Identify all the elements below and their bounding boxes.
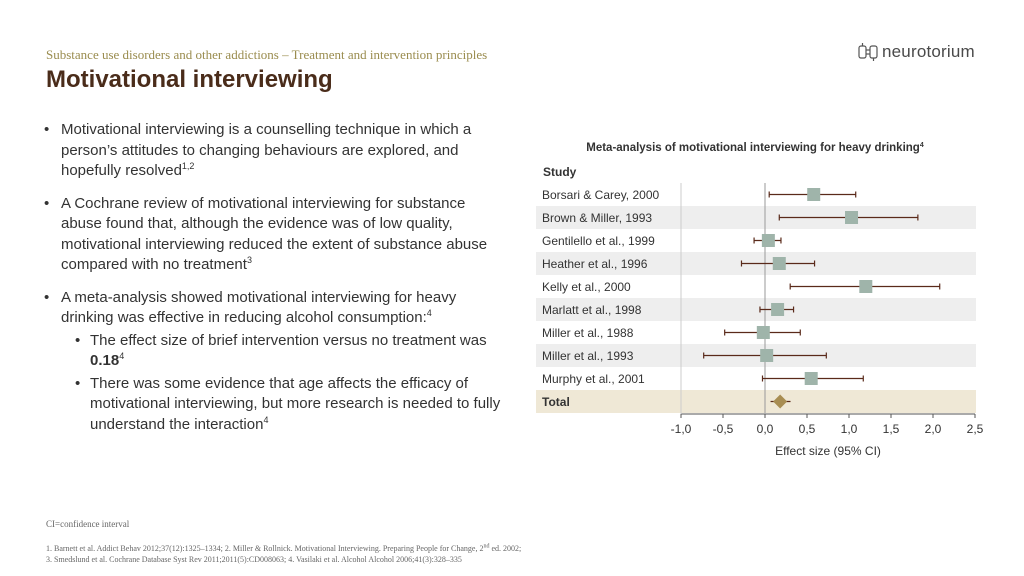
bullet-list: Motivational interviewing is a counselli… — [44, 120, 504, 447]
bullet-item: A Cochrane review of motivational interv… — [44, 194, 504, 276]
x-tick-label: -0,5 — [713, 422, 734, 436]
study-effect-marker — [760, 349, 774, 362]
study-label: Gentilello et al., 1999 — [542, 234, 655, 248]
bullet-item: A meta-analysis showed motivational inte… — [44, 288, 504, 436]
study-label: Kelly et al., 2000 — [542, 280, 631, 294]
bullet-item: Motivational interviewing is a counselli… — [44, 120, 504, 182]
x-tick-label: -1,0 — [671, 422, 692, 436]
study-effect-marker — [804, 372, 818, 385]
x-tick-label: 2,5 — [967, 422, 984, 436]
abbreviation-note: CI=confidence interval — [46, 519, 130, 529]
sub-bullet-list: The effect size of brief intervention ve… — [75, 331, 504, 436]
page-title: Motivational interviewing — [46, 66, 333, 93]
study-label: Borsari & Carey, 2000 — [542, 188, 659, 202]
study-label: Miller et al., 1993 — [542, 349, 634, 363]
study-effect-marker — [772, 257, 786, 270]
reference-superscript: nd — [483, 543, 490, 550]
effect-size-value: 0.18 — [90, 352, 120, 369]
total-effect-diamond — [773, 394, 788, 409]
total-row-band — [536, 390, 976, 413]
study-column-header: Study — [543, 165, 577, 179]
references: 1. Barnett et al. Addict Behav 2012;37(1… — [46, 543, 666, 565]
study-effect-marker — [807, 188, 821, 201]
sub-bullet-citation: 4 — [263, 414, 269, 425]
breadcrumb: Substance use disorders and other addict… — [46, 47, 488, 62]
sub-bullet-text: The effect size of brief intervention ve… — [90, 331, 487, 349]
total-label: Total — [542, 395, 570, 409]
study-label: Brown & Miller, 1993 — [542, 211, 652, 225]
x-tick-label: 1,5 — [883, 422, 900, 436]
reference-line: 1. Barnett et al. Addict Behav 2012;37(1… — [46, 543, 666, 554]
sub-bullet-text: There was some evidence that age affects… — [90, 374, 501, 433]
row-stripe — [536, 206, 976, 229]
reference-text: ed. 2002; — [489, 544, 522, 553]
sub-bullet-item: The effect size of brief intervention ve… — [75, 331, 504, 372]
x-tick-label: 0,0 — [757, 422, 774, 436]
bullet-citation: 3 — [246, 255, 252, 265]
chart-title-text: Meta-analysis of motivational interviewi… — [586, 142, 920, 154]
study-effect-marker — [845, 211, 859, 224]
bullet-citation: 1,2 — [181, 161, 195, 171]
sub-bullet-item: There was some evidence that age affects… — [75, 374, 504, 436]
study-label: Heather et al., 1996 — [542, 257, 648, 271]
chart-title: Meta-analysis of motivational interviewi… — [586, 142, 924, 154]
x-axis-label: Effect size (95% CI) — [775, 444, 881, 458]
bullet-text: A Cochrane review of motivational interv… — [61, 194, 488, 274]
neurotorium-logo-icon — [858, 43, 878, 61]
study-effect-marker — [771, 303, 785, 316]
study-label: Miller et al., 1988 — [542, 326, 634, 340]
study-label: Murphy et al., 2001 — [542, 372, 645, 386]
study-effect-marker — [761, 234, 775, 247]
logo-text: neurotorium — [882, 42, 975, 61]
study-label: Marlatt et al., 1998 — [542, 303, 642, 317]
reference-line: 3. Smedslund et al. Cochrane Database Sy… — [46, 555, 462, 564]
study-effect-marker — [859, 280, 873, 293]
x-tick-label: 1,0 — [841, 422, 858, 436]
x-tick-label: 2,0 — [925, 422, 942, 436]
x-tick-label: 0,5 — [799, 422, 816, 436]
chart-title-citation: 4 — [920, 142, 924, 149]
sub-bullet-citation: 4 — [119, 351, 125, 361]
bullet-text: A meta-analysis showed motivational inte… — [61, 288, 457, 327]
row-stripe — [536, 298, 976, 321]
study-effect-marker — [756, 326, 770, 339]
bullet-citation: 4 — [426, 308, 432, 318]
logo: neurotorium — [858, 42, 975, 62]
bullet-text: Motivational interviewing is a counselli… — [61, 121, 472, 179]
reference-text: 1. Barnett et al. Addict Behav 2012;37(1… — [46, 544, 484, 553]
